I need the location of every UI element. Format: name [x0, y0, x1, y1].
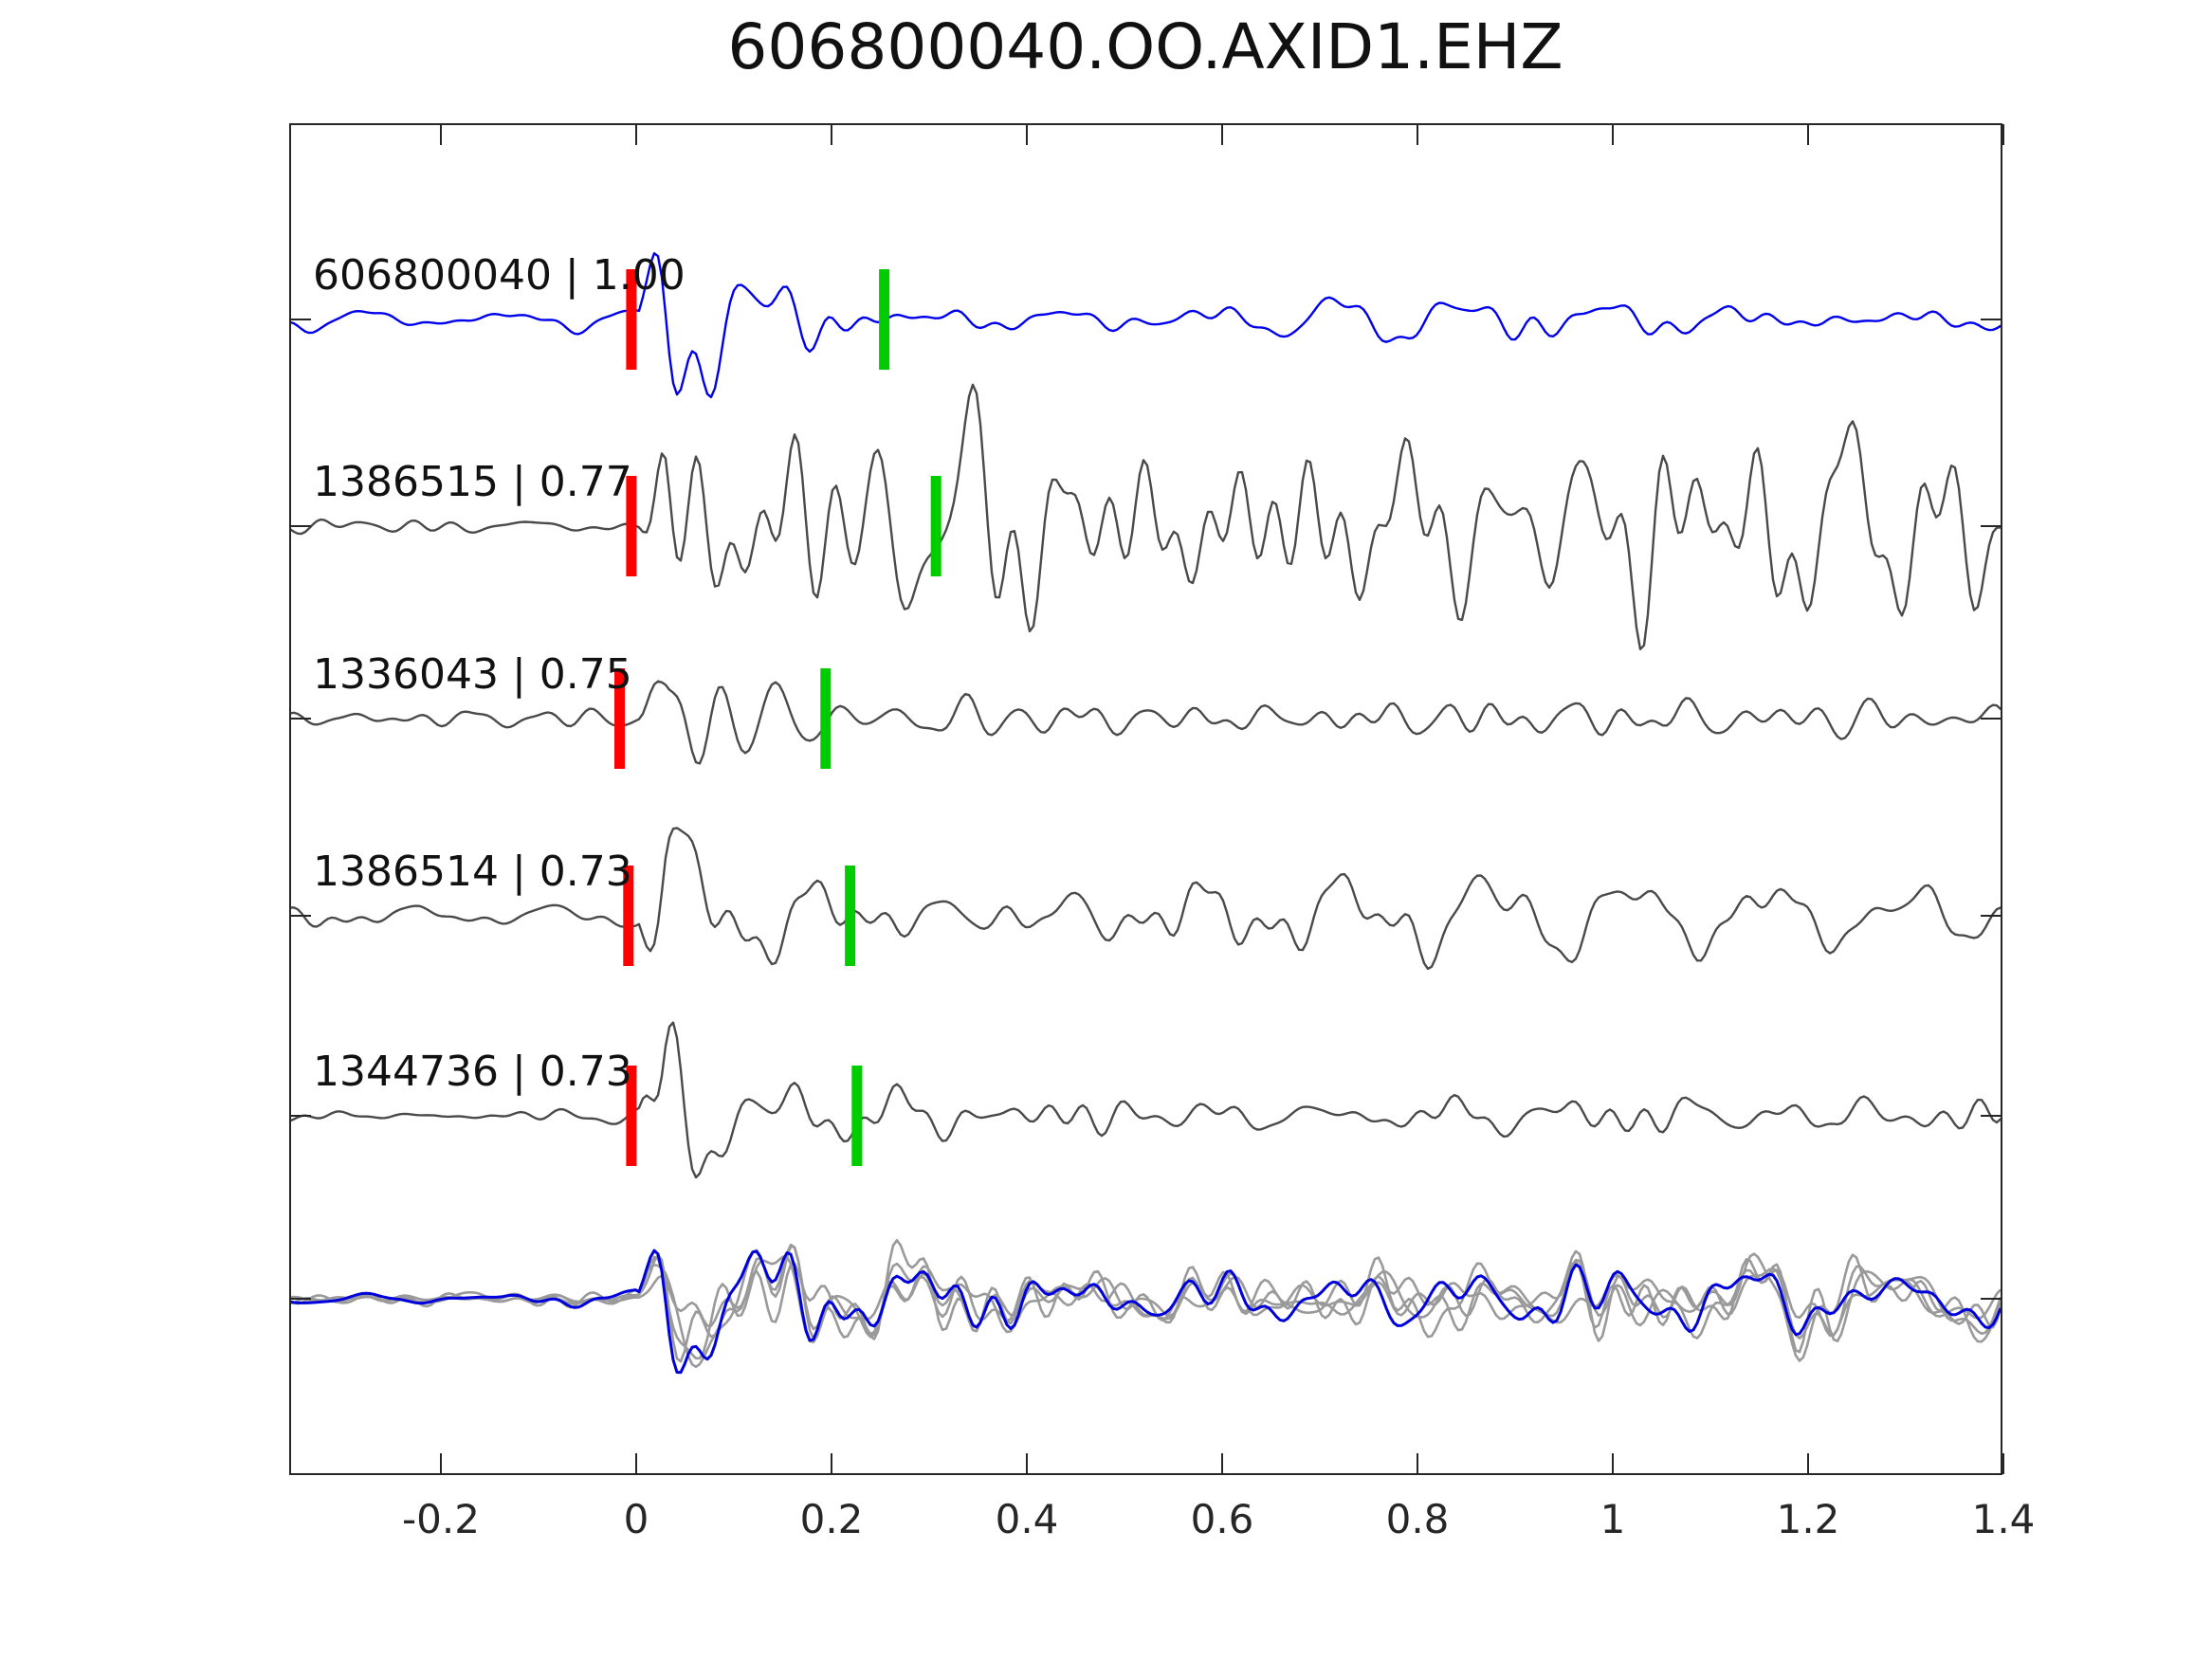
overlay-trace-gray — [290, 1256, 2002, 1340]
pick-marker-red — [623, 866, 634, 966]
trace-label: 1386515 | 0.77 — [313, 458, 632, 506]
trace-label: 1336043 | 0.75 — [313, 650, 632, 699]
plot-title: 606800040.OO.AXID1.EHZ — [727, 10, 1563, 83]
trace-label: 606800040 | 1.00 — [313, 251, 686, 300]
x-tick-label: 1.2 — [1777, 1496, 1840, 1542]
waveform-trace-1386515 — [290, 383, 2002, 650]
pick-marker-red — [626, 269, 637, 370]
waveform-trace-1336043 — [290, 680, 2002, 765]
pick-marker-red — [614, 668, 625, 769]
axes-layer: -0.2 0 0.2 0.4 0.6 0.8 1 1.2 1.4 — [289, 123, 2036, 1542]
pick-marker-red — [626, 476, 637, 576]
pick-marker-green — [845, 866, 856, 966]
axes-box — [289, 123, 2002, 1475]
overlay-trace-gray — [290, 1239, 2002, 1369]
x-tick-label: 1.4 — [1972, 1496, 2036, 1542]
overlay-trace-blue — [290, 1249, 2002, 1375]
pick-marker-green — [851, 1066, 863, 1166]
x-tick-label: 0.6 — [1191, 1496, 1254, 1542]
x-tick-label: 0.8 — [1386, 1496, 1450, 1542]
x-tick-label: 1 — [1600, 1496, 1626, 1542]
x-tick-label: 0 — [624, 1496, 649, 1542]
pick-marker-red — [626, 1066, 637, 1166]
trace-label: 1386514 | 0.73 — [313, 848, 632, 896]
waveform-trace-606800040 — [290, 252, 2002, 399]
traces-layer — [290, 252, 2002, 1375]
pick-markers-layer — [614, 269, 941, 1166]
waveform-trace-1344736 — [290, 1021, 2002, 1179]
trace-label: 1344736 | 0.73 — [313, 1048, 632, 1096]
waveform-trace-1386514 — [290, 827, 2002, 971]
pick-marker-green — [930, 476, 941, 576]
x-tick-label: -0.2 — [402, 1496, 480, 1542]
trace-labels-layer: 606800040 | 1.00 1386515 | 0.77 1336043 | … — [313, 251, 686, 1096]
x-tick-label: 0.4 — [996, 1496, 1059, 1542]
overlay-trace-gray — [290, 1249, 2002, 1360]
pick-marker-green — [820, 668, 832, 769]
pick-marker-green — [879, 269, 890, 370]
x-tick-label: 0.2 — [800, 1496, 864, 1542]
